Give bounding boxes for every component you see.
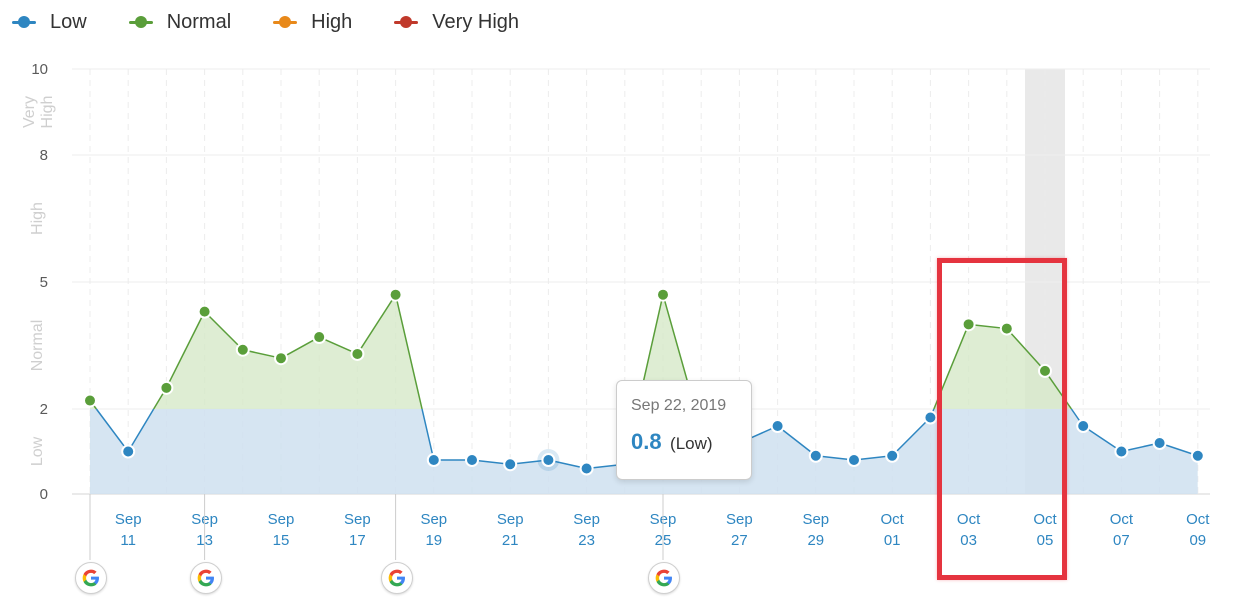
data-point	[961, 317, 976, 332]
series-line-segment	[165, 311, 206, 389]
legend-swatch-icon	[12, 15, 36, 29]
tooltip-value-row: 0.8 (Low)	[631, 429, 751, 455]
band-label-low: Low	[29, 436, 46, 466]
data-point	[1076, 419, 1091, 433]
series-line-segment	[127, 408, 155, 452]
x-tick-label: Sep 15	[268, 511, 295, 549]
series-line-segment	[777, 425, 817, 457]
data-point	[121, 444, 136, 459]
data-point	[1190, 448, 1205, 463]
x-tick-label: Oct 09	[1186, 511, 1210, 549]
y-tick-label: 5	[40, 274, 48, 291]
y-tick-label: 8	[40, 147, 48, 164]
series-line-segment	[1082, 425, 1122, 453]
data-point	[197, 304, 212, 319]
data-point	[274, 351, 288, 366]
x-tick-label: Oct 03	[957, 511, 981, 549]
tooltip-value: 0.8	[631, 429, 662, 454]
band-label-very-high: VeryHigh	[21, 96, 56, 129]
series-line-segment	[95, 408, 129, 452]
x-tick-label: Oct 01	[881, 511, 905, 549]
y-tick-label: 0	[40, 486, 48, 503]
legend-swatch-icon	[128, 15, 153, 29]
legend-swatch-icon	[394, 15, 419, 29]
hovered-point	[541, 453, 556, 467]
data-point	[770, 419, 785, 433]
legend-item-very-high[interactable]: Very High	[394, 11, 519, 34]
tooltip-level: (Low)	[670, 434, 713, 453]
series-line-segment	[204, 311, 244, 351]
series-line-segment	[394, 294, 423, 410]
series-line-segment	[1044, 370, 1073, 410]
band-label-normal: Normal	[29, 320, 46, 372]
x-tick-label: Sep 21	[497, 511, 524, 549]
legend-item-low[interactable]: Low	[12, 11, 87, 34]
series-line-segment	[891, 416, 931, 457]
series-line-segment	[1006, 328, 1046, 372]
series-line-segment	[421, 408, 435, 461]
legend-swatch-icon	[273, 15, 298, 29]
data-point	[503, 457, 518, 472]
band-label-high: High	[29, 202, 46, 235]
legend-label: Normal	[166, 10, 232, 33]
data-point	[159, 380, 174, 395]
chart-tooltip: Sep 22, 2019 0.8 (Low)	[616, 380, 752, 480]
data-point	[579, 461, 594, 476]
data-point	[999, 321, 1014, 336]
x-tick-label: Sep 19	[420, 511, 447, 549]
x-tick-label: Oct 07	[1110, 511, 1134, 549]
data-point	[885, 448, 900, 463]
data-point	[388, 287, 403, 302]
google-update-icon[interactable]	[380, 562, 413, 594]
data-point	[350, 346, 365, 361]
legend-label: Low	[50, 10, 87, 33]
series-line-segment	[280, 336, 320, 359]
x-tick-label: Sep 27	[726, 511, 753, 549]
data-point	[1114, 444, 1129, 459]
x-tick-label: Oct 05	[1033, 511, 1057, 549]
tooltip-date: Sep 22, 2019	[631, 397, 727, 414]
google-update-icon[interactable]	[648, 562, 680, 594]
x-tick-label: Sep 23	[573, 511, 600, 549]
data-point	[465, 453, 479, 467]
data-point	[1152, 436, 1167, 450]
legend-item-normal[interactable]: Normal	[128, 10, 232, 34]
legend-label: Very High	[432, 10, 520, 33]
chart-legend: Low Normal High Very High	[12, 8, 561, 36]
data-point	[83, 393, 97, 408]
data-point	[656, 287, 670, 302]
data-point	[923, 410, 938, 425]
x-tick-label: Sep 29	[802, 511, 829, 549]
google-update-icon[interactable]	[189, 562, 222, 594]
highlight-box	[937, 258, 1067, 580]
x-tick-label: Sep 11	[115, 511, 142, 549]
data-point	[312, 330, 327, 345]
series-line-segment	[356, 294, 397, 355]
data-point	[808, 448, 823, 463]
data-point	[1038, 363, 1052, 378]
x-tick-label: Sep 17	[344, 511, 371, 549]
y-tick-label: 10	[31, 61, 48, 78]
legend-item-high[interactable]: High	[273, 11, 352, 34]
legend-label: High	[311, 10, 353, 33]
data-point	[847, 453, 861, 467]
data-point	[235, 342, 250, 357]
google-update-icon[interactable]	[75, 562, 107, 594]
data-point	[426, 453, 441, 467]
y-tick-label: 2	[40, 401, 48, 418]
